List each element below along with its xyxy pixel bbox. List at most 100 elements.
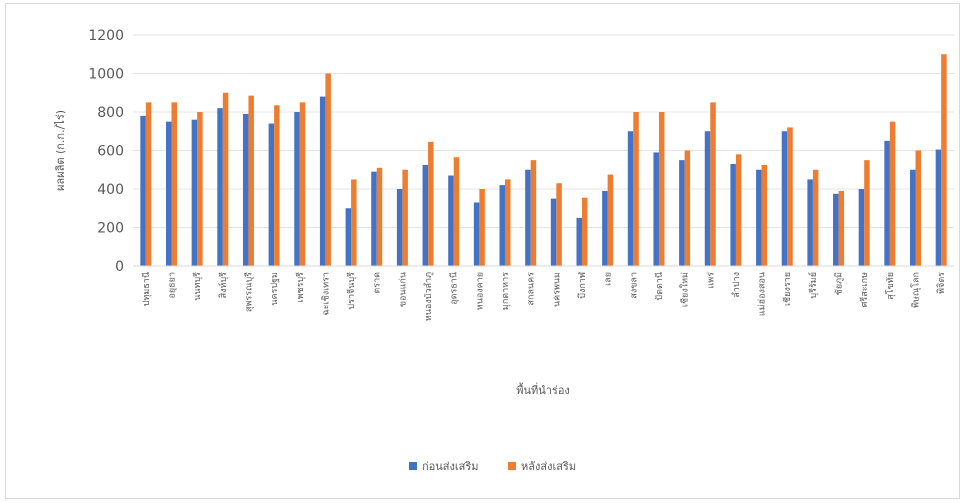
bar-after: [145, 102, 152, 267]
bar-before: [525, 169, 531, 266]
x-category-label: นครพนม: [552, 272, 562, 307]
x-axis-title: พื้นที่นำร่อง: [516, 382, 570, 397]
bar-after: [479, 189, 485, 266]
bar-after: [376, 167, 383, 266]
bar-after: [171, 102, 177, 267]
bar-after: [351, 179, 357, 267]
bar-before: [448, 175, 454, 266]
chart-frame: 0 200 400 600 800 1000 1200 ปทุมธานี อยุธยา นนทบ…: [5, 3, 960, 499]
bar-before: [756, 169, 762, 266]
bars: [140, 54, 947, 267]
bar-before: [730, 163, 736, 266]
bar-after: [915, 150, 922, 266]
bar-before: [473, 202, 480, 266]
bar-before: [833, 193, 839, 266]
bar-after: [325, 73, 331, 266]
y-axis-ticks: 0 200 400 600 800 1000 1200: [88, 28, 124, 275]
x-category-label: พิษณุโลก: [911, 272, 922, 308]
bar-before: [191, 119, 198, 266]
bar-after: [505, 179, 511, 267]
bar-before: [858, 189, 865, 266]
x-category-label: สิงห์บุรี: [217, 272, 229, 299]
bar-after: [274, 105, 280, 266]
x-category-label: เชียงใหม่: [680, 272, 691, 307]
bar-after: [607, 174, 614, 266]
x-category-label: ปัตตานี: [654, 272, 665, 301]
x-category-label: สุพรรณบุรี: [243, 272, 254, 312]
bar-after: [941, 54, 947, 266]
bar-before: [704, 131, 711, 266]
bar-after: [761, 164, 768, 266]
bar-after: [838, 190, 845, 266]
bar-before: [396, 189, 403, 266]
x-category-label: อยุธยา: [167, 272, 177, 299]
x-category-label: แม่ฮ่องสอน: [758, 272, 768, 316]
bar-after: [428, 141, 434, 266]
x-category-label: นครปฐม: [270, 272, 280, 306]
bar-after: [735, 154, 742, 266]
bar-before: [268, 123, 275, 266]
x-category-label: แพร่: [706, 272, 716, 289]
y-tick-label: 600: [97, 144, 124, 160]
bar-before: [422, 164, 429, 266]
bar-before: [550, 198, 557, 267]
x-category-label: พิจิตร: [936, 272, 947, 294]
x-category-label: อุดรธานี: [449, 272, 460, 305]
bar-after: [812, 169, 819, 266]
y-axis-title: ผลผลิต (ก.ก./ไร่): [54, 110, 67, 191]
bar-after: [710, 102, 716, 267]
bar-chart: 0 200 400 600 800 1000 1200 ปทุมธานี อยุธยา นนทบ…: [54, 28, 954, 473]
bar-before: [679, 160, 685, 267]
y-tick-label: 400: [97, 182, 124, 198]
bar-before: [653, 152, 659, 266]
x-category-label: ตราด: [373, 272, 383, 294]
y-tick-label: 1200: [88, 28, 124, 44]
x-category-label: สุโขทัย: [885, 272, 896, 300]
x-axis-categories: ปทุมธานี อยุธยา นนทบุรี สิงห์บุรี สุพรรณบุรี…: [141, 271, 947, 321]
y-tick-label: 1000: [88, 67, 124, 83]
bar-after: [299, 102, 306, 267]
bar-before: [345, 208, 352, 266]
bar-before: [910, 169, 916, 266]
bar-after: [864, 160, 870, 267]
x-category-label: เลย: [604, 272, 614, 286]
bar-before: [576, 217, 582, 267]
bar-before: [499, 185, 506, 266]
gridlines: [133, 34, 954, 228]
bar-before: [935, 149, 942, 266]
bar-after: [453, 157, 460, 266]
legend: ก่อนส่งเสริม หลังส่งเสริม: [409, 460, 576, 473]
x-category-label: บึงกาฬ: [577, 271, 588, 299]
bar-before: [627, 131, 634, 266]
legend-label-after: หลังส่งเสริม: [521, 460, 576, 473]
x-category-label: สงขลา: [629, 272, 639, 299]
bar-after: [530, 160, 537, 267]
y-tick-label: 0: [115, 259, 124, 275]
x-category-label: เชียงราย: [782, 272, 793, 306]
bar-before: [884, 140, 890, 267]
x-category-label: ลำปาง: [731, 272, 742, 298]
x-category-label: บุรีรัมย์: [807, 272, 819, 299]
x-category-label: ขอนแก่น: [398, 272, 408, 307]
bar-after: [197, 112, 203, 266]
bar-before: [165, 121, 172, 267]
bar-before: [602, 190, 608, 266]
x-category-label: ฉะเชิงเทรา: [320, 272, 331, 315]
bar-before: [319, 96, 326, 266]
x-category-label: หนองบัวลำภู: [423, 272, 434, 321]
bar-before: [140, 115, 146, 266]
bar-before: [371, 171, 377, 266]
bar-after: [556, 183, 562, 266]
bar-after: [222, 92, 229, 266]
bar-after: [633, 112, 639, 266]
x-category-label: หนองคาย: [475, 272, 485, 310]
bar-after: [402, 169, 408, 266]
x-category-label: สกลนคร: [527, 272, 537, 306]
x-category-label: ปราจีนบุรี: [346, 272, 357, 310]
x-category-label: นนทบุรี: [192, 272, 203, 301]
x-category-label: ปทุมธานี: [141, 272, 152, 306]
y-tick-label: 800: [97, 105, 124, 121]
y-tick-label: 200: [97, 221, 124, 237]
bar-before: [807, 179, 813, 267]
bar-after: [581, 197, 588, 266]
